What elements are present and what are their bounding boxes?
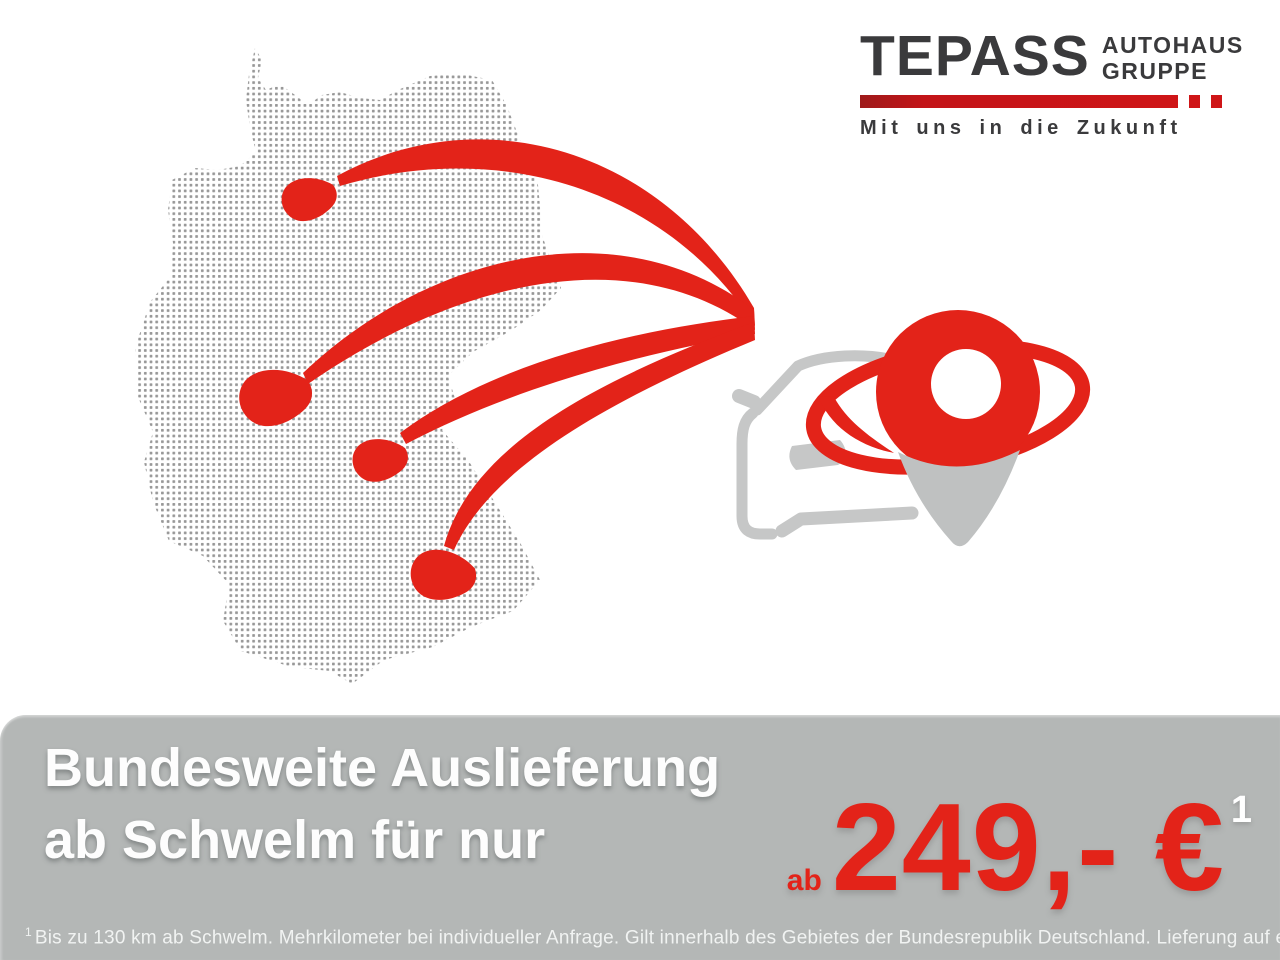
offer-banner: Bundesweite Auslieferung ab Schwelm für … [0,715,1280,960]
tepass-logo: TEPASS AUTOHAUS GRUPPE Mit uns in die Zu… [860,24,1252,140]
logo-red-bar-row [860,94,1252,108]
delivery-route-arrow [303,253,755,384]
delivery-route-arrow [400,316,755,444]
price-block: ab 249,- € 1 [786,779,1252,917]
banner-headline-line2: ab Schwelm für nur [44,809,546,870]
footnote-marker: 1 [25,924,32,939]
banner-headline-line1: Bundesweite Auslieferung [44,738,721,798]
price-amount: 249,- € [831,779,1225,917]
logo-red-square [1189,94,1200,108]
delivery-route-arrow [337,139,755,326]
price-prefix: ab [786,864,822,897]
logo-subtitle-line1: AUTOHAUS [1101,32,1244,58]
logo-subtitle: AUTOHAUS GRUPPE [1101,32,1244,85]
location-pin-orbit-icon [805,310,1091,547]
pin-hole [931,349,1001,419]
footnote: 1 Bis zu 130 km ab Schwelm. Mehrkilometer… [25,925,1280,949]
footnote-text: Bis zu 130 km ab Schwelm. Mehrkilometer … [34,927,1280,948]
logo-tagline: Mit uns in die Zukunft [860,116,1182,139]
banner-headline: Bundesweite Auslieferung ab Schwelm für … [44,733,720,877]
delivery-route-arrow [444,322,755,550]
logo-red-bar [860,94,1178,108]
price-footnote-marker: 1 [1230,789,1252,831]
logo-red-square [1211,94,1222,108]
logo-wordmark: TEPASS AUTOHAUS GRUPPE [860,24,1252,88]
delivery-route-arrows-icon [236,139,755,607]
pin-tip [898,450,1020,547]
logo-subtitle-line2: GRUPPE [1101,57,1208,84]
orbit-arrow-hook [818,396,894,453]
logo-brand-text: TEPASS [860,24,1090,88]
delivery-map-graphic [135,48,1091,684]
